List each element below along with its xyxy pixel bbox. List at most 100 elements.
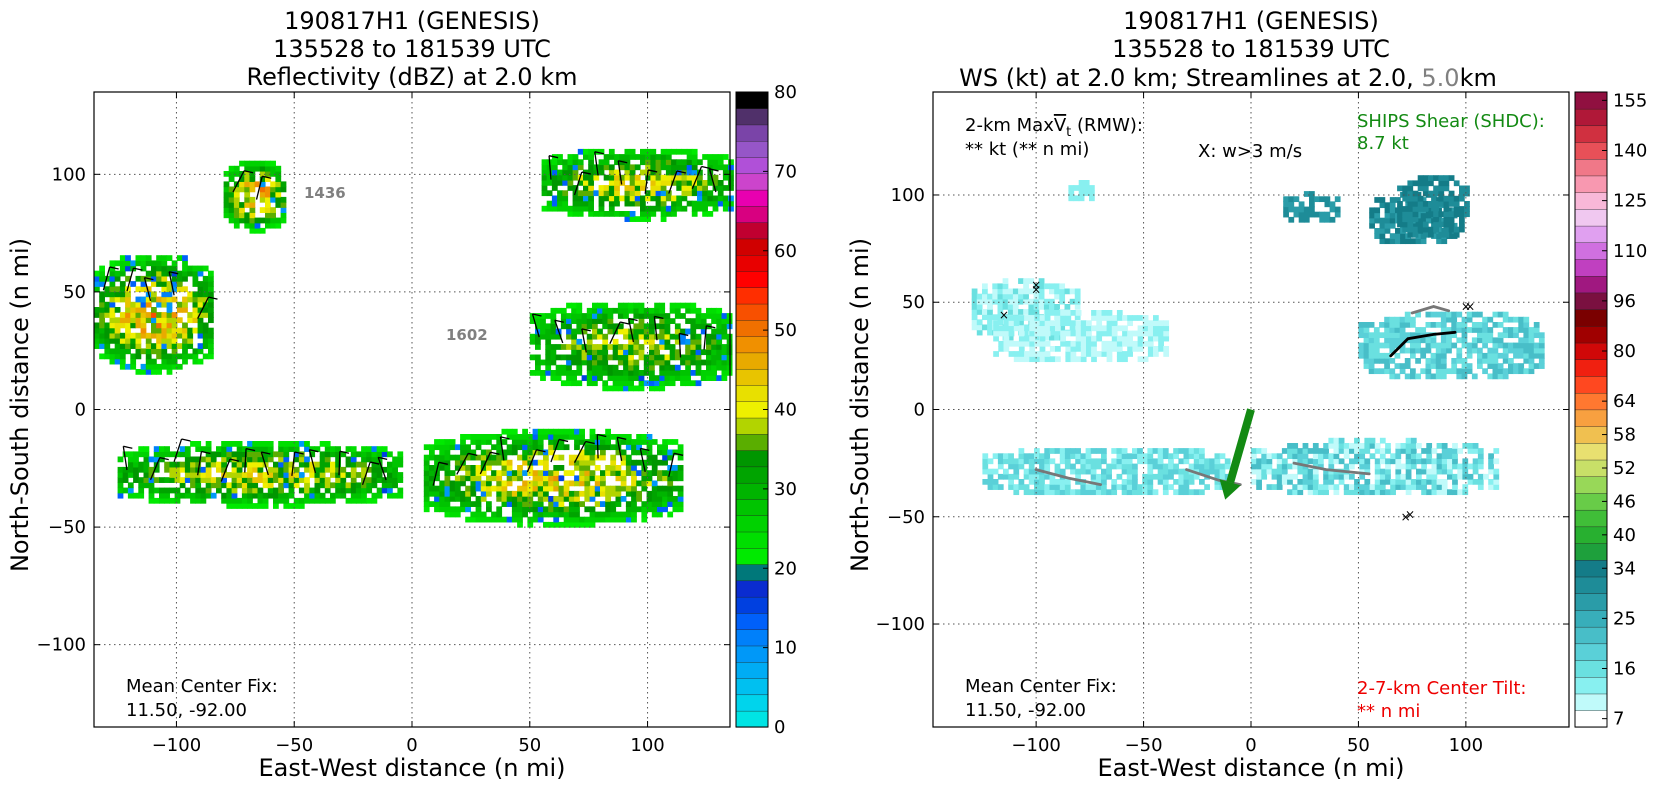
ws-cell — [1443, 195, 1450, 202]
echo-cell — [501, 490, 508, 497]
ws-cell — [1049, 458, 1056, 465]
echo-cell — [664, 359, 671, 366]
ws-cell — [998, 340, 1005, 347]
echo-cell — [545, 323, 552, 330]
echo-cell — [532, 511, 539, 518]
echo-cell — [293, 503, 300, 509]
ws-cell — [1395, 479, 1402, 485]
echo-cell — [501, 454, 508, 461]
echo-cell — [657, 470, 663, 476]
echo-cell — [522, 490, 528, 497]
echo-cell — [527, 490, 534, 497]
echo-cell — [340, 477, 347, 483]
wind-barb-flag — [370, 461, 380, 465]
echo-cell — [444, 439, 451, 445]
echo-cell — [444, 485, 451, 492]
ws-cell — [1482, 352, 1488, 359]
echo-cell — [216, 477, 222, 483]
echo-cell — [486, 485, 492, 492]
echo-cell — [293, 451, 300, 458]
ws-cell — [1477, 322, 1483, 328]
ws-cell — [1142, 340, 1149, 347]
ws-cell — [1287, 448, 1293, 454]
echo-cell — [99, 307, 105, 313]
echo-cell — [631, 439, 637, 445]
ws-cell — [1461, 332, 1468, 339]
ws-cell — [997, 473, 1004, 480]
ws-cell — [1064, 453, 1071, 460]
ws-cell — [1075, 330, 1082, 337]
echo-cell — [631, 511, 637, 518]
ws-cell — [1389, 222, 1396, 229]
echo-cell — [615, 444, 622, 451]
echo-cell — [247, 451, 253, 458]
echo-cell — [109, 270, 116, 277]
echo-cell — [631, 516, 637, 523]
echo-cell — [423, 465, 430, 471]
echo-cell — [581, 359, 588, 366]
ws-cell — [1493, 484, 1500, 490]
echo-cell — [712, 159, 719, 166]
echo-cell — [633, 385, 640, 392]
ws-cell — [1271, 473, 1278, 480]
echo-cell — [674, 375, 681, 381]
echo-cell — [517, 465, 523, 471]
echo-cell — [685, 338, 691, 345]
ws-cell — [1508, 347, 1514, 354]
echo-cell — [231, 456, 238, 463]
echo-cell — [486, 465, 492, 471]
ws-cell — [1430, 337, 1437, 344]
ws-cell — [1482, 337, 1488, 344]
echo-cell — [566, 370, 572, 376]
ws-cell — [1433, 216, 1439, 223]
ws-cell — [1018, 298, 1024, 305]
echo-cell — [581, 313, 588, 319]
echo-cell — [267, 466, 274, 473]
echo-cell — [555, 333, 562, 340]
ws-cell — [1420, 212, 1427, 219]
echo-cell — [293, 446, 300, 452]
left-center-fix-label: Mean Center Fix: — [126, 676, 278, 697]
echo-cell — [460, 449, 466, 456]
ws-cell — [1436, 479, 1443, 485]
echo-cell — [145, 296, 152, 303]
ws-cell — [1312, 473, 1319, 480]
echo-cell — [151, 270, 157, 277]
ws-cell — [1399, 368, 1406, 375]
echo-cell — [143, 466, 150, 473]
echo-cell — [543, 506, 549, 513]
ws-cell — [1091, 356, 1097, 363]
echo-cell — [293, 466, 300, 473]
echo-cell — [669, 318, 676, 324]
ws-cell — [1086, 340, 1092, 347]
echo-cell — [562, 169, 569, 176]
echo-cell — [702, 211, 708, 217]
ws-cell — [1415, 327, 1421, 333]
echo-cell — [686, 190, 693, 197]
echo-cell — [619, 180, 626, 186]
echo-cell — [233, 202, 240, 208]
echo-cell — [584, 490, 591, 497]
ws-cell — [1334, 211, 1341, 218]
echo-cell — [624, 148, 631, 155]
echo-cell — [617, 354, 624, 361]
echo-cell — [506, 459, 513, 466]
ws-cell — [1054, 329, 1060, 336]
wind-barb-flag — [548, 155, 559, 159]
echo-cell — [200, 472, 207, 478]
ws-cell — [1122, 315, 1128, 321]
echo-cell — [496, 439, 503, 445]
echo-cell — [636, 506, 642, 513]
ws-cell — [1394, 352, 1401, 359]
echo-cell — [691, 159, 698, 166]
echo-cell — [700, 370, 707, 376]
echo-cell — [607, 385, 614, 392]
echo-cell — [646, 459, 653, 466]
echo-cell — [607, 323, 614, 330]
ws-cell — [1039, 463, 1045, 470]
echo-cell — [577, 174, 584, 181]
ws-cell — [1497, 363, 1504, 369]
echo-cell — [697, 190, 703, 197]
echo-cell — [171, 317, 178, 324]
ws-cell — [1023, 458, 1030, 465]
